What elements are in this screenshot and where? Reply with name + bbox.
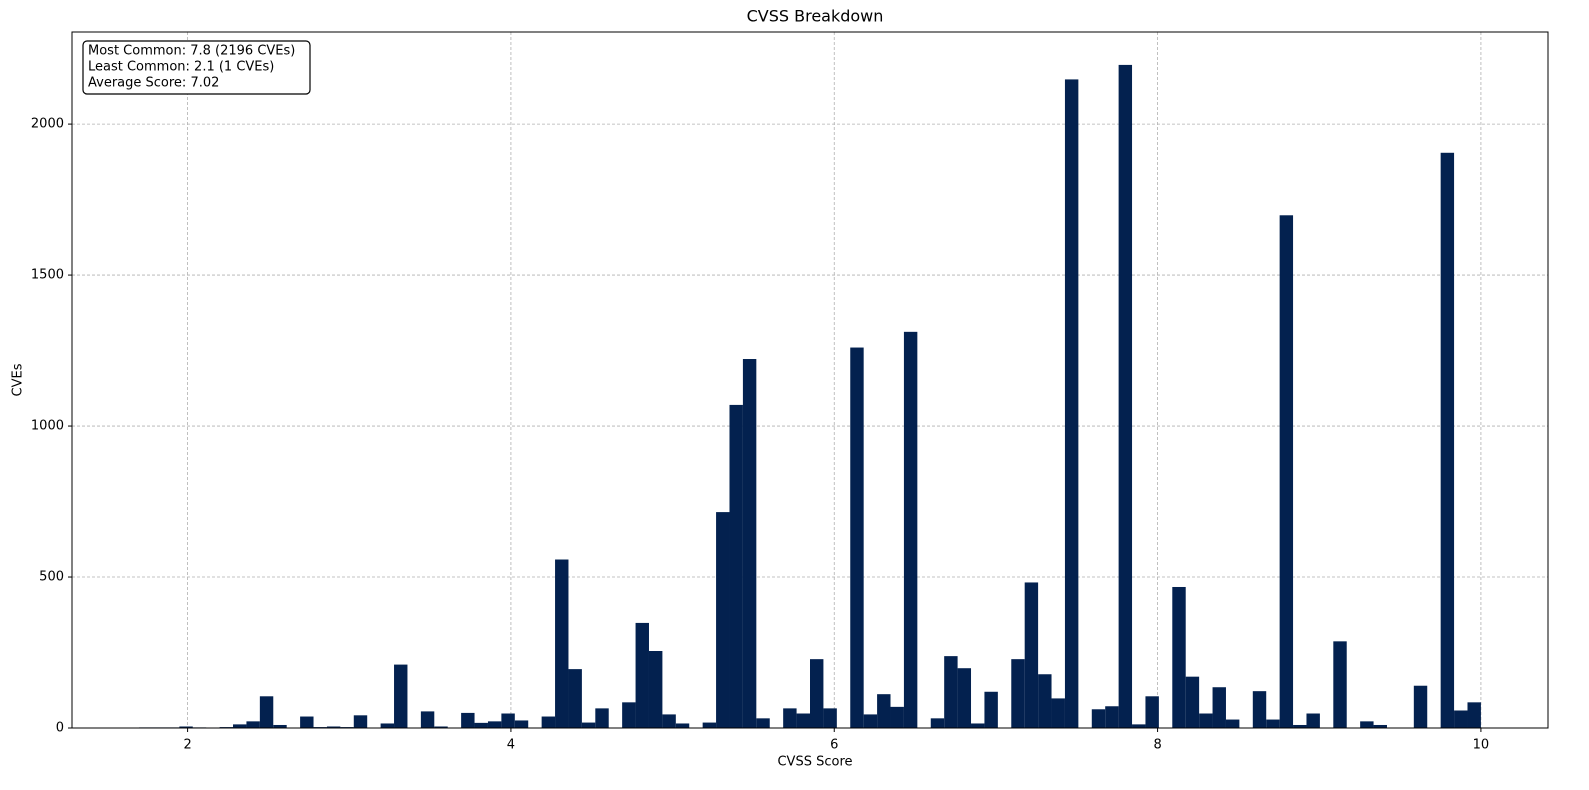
bar (1360, 721, 1374, 728)
bar (300, 716, 314, 728)
bar (1306, 713, 1320, 728)
annotation-line: Least Common: 2.1 (1 CVEs) (88, 60, 274, 75)
bar (1279, 215, 1294, 728)
bar (823, 708, 837, 728)
bar (541, 716, 556, 728)
y-tick-label: 1000 (31, 419, 64, 434)
bar (675, 723, 690, 728)
bar (1038, 674, 1052, 728)
x-tick-label: 10 (1473, 738, 1490, 753)
bar (1454, 710, 1468, 728)
bar (716, 512, 730, 728)
bar (622, 702, 636, 728)
bar (595, 708, 609, 728)
bar (353, 715, 368, 728)
bar (944, 656, 958, 728)
bar (903, 331, 918, 728)
chart-title: CVSS Breakdown (747, 7, 884, 26)
x-tick-label: 8 (1153, 738, 1161, 753)
x-tick-label: 2 (183, 738, 191, 753)
bar (1145, 696, 1159, 728)
bar (971, 723, 985, 728)
bar (850, 347, 864, 728)
y-tick-label: 1500 (31, 268, 64, 283)
bar (581, 722, 596, 728)
bar (1373, 724, 1387, 728)
bar (1132, 724, 1146, 728)
bar (246, 721, 260, 728)
plot-frame (71, 31, 1549, 729)
bar (1051, 698, 1065, 728)
bar (1413, 685, 1428, 728)
bar (273, 724, 287, 728)
bar (434, 726, 448, 728)
bar (259, 696, 274, 728)
bar (662, 714, 676, 728)
bar (984, 691, 998, 728)
bar (756, 718, 770, 728)
bar (380, 723, 395, 728)
bar (1105, 706, 1119, 728)
y-tick-label: 2000 (31, 117, 64, 132)
bar (179, 726, 193, 728)
bar (1024, 582, 1039, 728)
annotation-box (82, 40, 311, 95)
bar (648, 651, 663, 728)
bar (394, 664, 408, 728)
bar (729, 404, 743, 728)
y-tick-label: 500 (39, 570, 64, 585)
y-axis-label: CVEs (11, 363, 26, 396)
bar (555, 559, 569, 728)
bar (514, 720, 529, 728)
bar (1212, 687, 1226, 728)
bar (568, 669, 582, 728)
bar (635, 622, 649, 728)
bar (783, 708, 797, 728)
bar (890, 706, 904, 728)
bar (233, 724, 247, 728)
bar (796, 713, 810, 728)
bar (1266, 719, 1280, 728)
annotation-line: Most Common: 7.8 (2196 CVEs) (88, 44, 295, 59)
bar (1011, 659, 1025, 728)
bar (487, 721, 502, 728)
bar (877, 694, 891, 728)
bar (957, 668, 972, 728)
x-tick-label: 4 (507, 738, 515, 753)
bar (810, 659, 824, 728)
bar (1091, 709, 1106, 728)
bar (1252, 691, 1267, 728)
bar (501, 713, 515, 728)
bar (930, 718, 945, 728)
bar (863, 714, 878, 728)
bar (474, 722, 488, 728)
bar (702, 722, 717, 728)
bar (326, 726, 341, 728)
bar (1333, 641, 1347, 728)
x-axis-label: CVSS Score (777, 755, 852, 770)
bar (1293, 724, 1307, 728)
bar (1199, 713, 1213, 728)
bar (461, 712, 475, 728)
bar (1185, 676, 1200, 728)
bar (1467, 702, 1481, 728)
bar (1064, 79, 1079, 729)
bar (1118, 64, 1133, 729)
x-tick-label: 6 (830, 738, 838, 753)
bar (742, 359, 757, 728)
annotation-line: Average Score: 7.02 (88, 76, 219, 91)
bar (420, 711, 435, 728)
bar (1440, 152, 1455, 729)
y-tick-label: 0 (56, 721, 64, 736)
bar (1225, 719, 1240, 728)
bar (1172, 586, 1186, 728)
